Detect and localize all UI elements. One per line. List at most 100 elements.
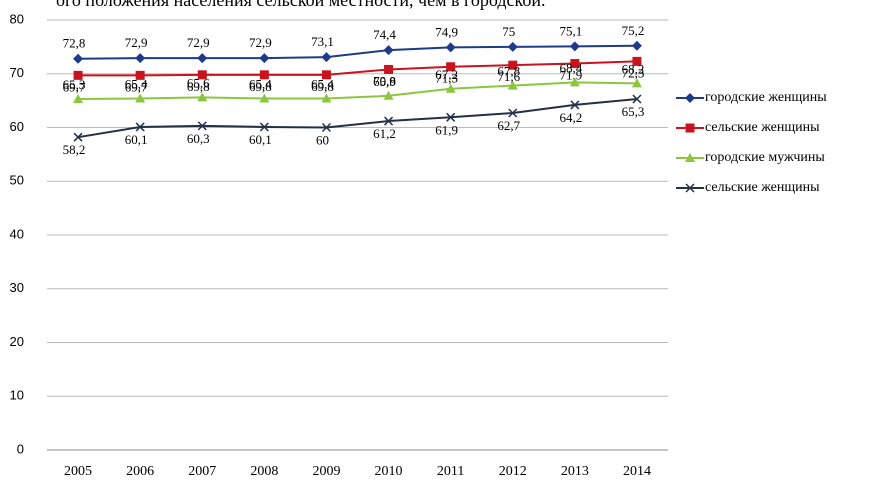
- data-label: 65,3: [622, 104, 645, 119]
- data-label: 75,1: [559, 23, 582, 38]
- marker: [631, 78, 642, 88]
- y-tick-label: 50: [10, 173, 24, 188]
- marker: [135, 70, 145, 80]
- data-label: 65,3: [63, 77, 86, 92]
- data-label: 67,2: [435, 67, 458, 82]
- marker: [259, 93, 270, 103]
- data-label: 71,6: [497, 69, 520, 84]
- marker: [73, 70, 83, 80]
- data-label: 72,3: [622, 65, 645, 80]
- marker: [632, 94, 642, 104]
- series-line: [77, 98, 638, 139]
- marker: [445, 83, 456, 93]
- data-label: 68,4: [559, 60, 582, 75]
- legend-label: городские женщины: [705, 90, 827, 105]
- y-tick-label: 10: [10, 388, 24, 403]
- marker: [73, 94, 84, 104]
- data-label: 67,8: [497, 64, 520, 79]
- marker: [73, 132, 83, 142]
- marker: [446, 62, 456, 72]
- marker: [135, 53, 146, 64]
- data-label: 71,3: [435, 71, 458, 86]
- marker: [446, 112, 456, 122]
- x-tick-label: 2009: [312, 464, 340, 479]
- marker: [259, 122, 269, 132]
- marker: [259, 70, 269, 80]
- marker: [259, 53, 270, 64]
- x-tick-label: 2008: [250, 464, 278, 479]
- data-label: 69,8: [311, 79, 334, 94]
- data-label: 65,4: [311, 76, 334, 91]
- marker: [570, 100, 580, 110]
- marker: [197, 92, 208, 102]
- data-label: 72,9: [187, 35, 210, 50]
- marker: [321, 70, 331, 80]
- marker: [570, 59, 580, 69]
- data-label: 60,1: [125, 132, 148, 147]
- data-label: 73,1: [311, 34, 334, 49]
- series-line: [78, 81, 637, 101]
- legend-label: сельские женщины: [705, 180, 820, 195]
- marker: [508, 60, 518, 70]
- marker: [507, 41, 518, 52]
- y-tick-label: 80: [10, 11, 24, 26]
- data-label: 65,4: [249, 76, 272, 91]
- marker: [632, 56, 642, 66]
- data-label: 65,6: [187, 75, 210, 90]
- data-label: 69,7: [125, 79, 148, 94]
- data-label: 62,7: [497, 118, 520, 133]
- data-label: 60: [316, 132, 329, 147]
- data-label: 72,9: [125, 35, 148, 50]
- x-tick-label: 2012: [499, 464, 527, 479]
- y-tick-label: 40: [10, 226, 24, 241]
- x-tick-label: 2014: [623, 464, 651, 479]
- y-tick-label: 60: [10, 119, 24, 134]
- marker: [135, 122, 145, 132]
- data-label: 72,8: [63, 36, 86, 51]
- series-line: [78, 60, 637, 77]
- x-tick-label: 2013: [561, 464, 589, 479]
- marker: [197, 121, 207, 131]
- x-tick-label: 2006: [126, 464, 154, 479]
- caption: ого положения населения сельской местнос…: [56, 0, 546, 10]
- data-label: 70,8: [373, 73, 396, 88]
- data-label: 75,2: [622, 23, 645, 38]
- marker: [384, 64, 394, 74]
- data-label: 74,4: [373, 27, 396, 42]
- y-tick-label: 70: [10, 65, 24, 80]
- y-tick-label: 30: [10, 280, 24, 295]
- marker: [321, 52, 332, 63]
- marker: [631, 40, 642, 51]
- y-tick-label: 0: [17, 441, 24, 456]
- marker: [384, 116, 394, 126]
- marker: [321, 122, 331, 133]
- marker: [569, 77, 580, 87]
- data-label: 74,9: [435, 24, 458, 39]
- marker: [197, 70, 207, 80]
- marker: [508, 108, 518, 118]
- marker: [73, 53, 84, 64]
- legend-marker: [685, 123, 695, 133]
- x-tick-label: 2010: [375, 464, 403, 479]
- x-tick-label: 2005: [64, 464, 92, 479]
- marker: [445, 42, 456, 53]
- marker: [135, 93, 146, 103]
- data-label: 65,4: [125, 76, 148, 91]
- series-line: [78, 44, 637, 60]
- legend-marker: [685, 183, 695, 193]
- data-label: 69,8: [249, 79, 272, 94]
- data-label: 61,9: [435, 122, 458, 137]
- marker: [383, 45, 394, 56]
- data-label: 58,2: [63, 142, 86, 157]
- data-label: 65,9: [373, 74, 396, 89]
- marker: [197, 53, 208, 64]
- data-label: 64,2: [559, 110, 582, 125]
- marker: [569, 41, 580, 52]
- data-label: 68,2: [622, 61, 645, 76]
- marker: [321, 93, 332, 103]
- legend-marker: [685, 93, 695, 103]
- data-label: 61,2: [373, 126, 396, 141]
- data-label: 75: [502, 24, 515, 39]
- legend-marker: [685, 153, 695, 162]
- x-tick-label: 2011: [437, 464, 464, 479]
